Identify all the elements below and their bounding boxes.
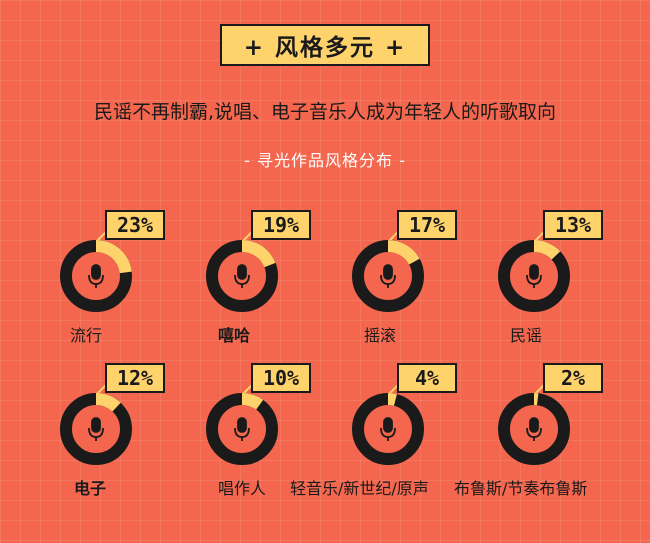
- donut-chart: [498, 240, 570, 312]
- percentage-label: 13%: [543, 210, 603, 240]
- donut-slice: [206, 240, 278, 312]
- percentage-label: 4%: [397, 363, 457, 393]
- donut-slice: [60, 240, 132, 312]
- microphone-icon: [526, 264, 542, 288]
- donut-chart: [206, 393, 278, 465]
- category-label: 民谣: [510, 326, 543, 345]
- percentage-label: 2%: [543, 363, 603, 393]
- donut-chart: [206, 240, 278, 312]
- donut-item: 10% 唱作人: [206, 363, 356, 503]
- donut-item: 2% 布鲁斯/节奏布鲁斯: [454, 363, 648, 503]
- percentage-label: 10%: [251, 363, 311, 393]
- section-banner: + 风格多元 +: [220, 24, 430, 66]
- donut-item: 4% 轻音乐/新世纪/原声: [290, 363, 502, 503]
- percentage-label: 23%: [105, 210, 165, 240]
- microphone-icon: [234, 264, 250, 288]
- donut-chart: [60, 240, 132, 312]
- donut-item: 17% 摇滚: [352, 210, 502, 350]
- percentage-label: 19%: [251, 210, 311, 240]
- category-label: 流行: [70, 326, 103, 345]
- donut-slice: [498, 393, 570, 465]
- donut-slice: [498, 240, 570, 312]
- percentage-label: 12%: [105, 363, 165, 393]
- microphone-icon: [380, 264, 396, 288]
- donut-item: 19% 嘻哈: [206, 210, 356, 350]
- category-label: 唱作人: [218, 479, 267, 498]
- microphone-icon: [380, 417, 396, 441]
- chart-caption: - 寻光作品风格分布 -: [244, 151, 406, 170]
- microphone-icon: [526, 417, 542, 441]
- donut-chart: [498, 393, 570, 465]
- banner-title: + 风格多元 +: [243, 35, 407, 61]
- category-label: 轻音乐/新世纪/原声: [290, 479, 429, 498]
- category-label: 布鲁斯/节奏布鲁斯: [454, 479, 588, 498]
- donut-slice: [206, 393, 278, 465]
- donut-item: 12% 电子: [60, 363, 210, 503]
- category-label: 嘻哈: [218, 326, 251, 345]
- percentage-label: 17%: [397, 210, 457, 240]
- microphone-icon: [88, 264, 104, 288]
- donut-slice: [352, 240, 424, 312]
- donut-item: 13% 民谣: [498, 210, 648, 350]
- donut-slice: [60, 393, 132, 465]
- microphone-icon: [88, 417, 104, 441]
- donut-item: 23% 流行: [60, 210, 210, 350]
- donut-slice: [352, 393, 424, 465]
- donut-chart: [352, 393, 424, 465]
- donut-chart: [352, 240, 424, 312]
- donut-chart: [60, 393, 132, 465]
- category-label: 摇滚: [364, 326, 397, 345]
- subtitle: 民谣不再制霸,说唱、电子音乐人成为年轻人的听歌取向: [93, 101, 557, 123]
- microphone-icon: [234, 417, 250, 441]
- category-label: 电子: [74, 479, 107, 498]
